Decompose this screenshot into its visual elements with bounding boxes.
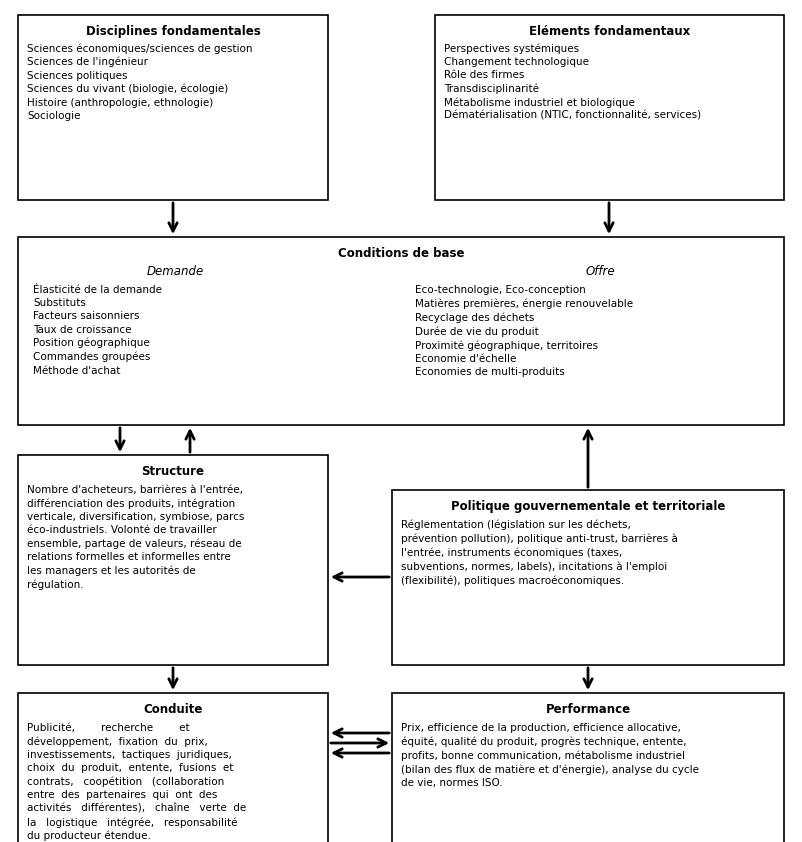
Text: Élasticité de la demande
Substituts
Facteurs saisonniers
Taux de croissance
Posi: Élasticité de la demande Substituts Fact… — [33, 285, 162, 376]
Text: Eco-technologie, Eco-conception
Matières premières, énergie renouvelable
Recycla: Eco-technologie, Eco-conception Matières… — [415, 285, 633, 377]
Text: Performance: Performance — [545, 703, 630, 716]
Bar — [392, 693, 784, 842]
Bar — [18, 15, 328, 200]
Text: Nombre d'acheteurs, barrières à l'entrée,
différenciation des produits, intégrat: Nombre d'acheteurs, barrières à l'entrée… — [27, 485, 245, 590]
Text: Demande: Demande — [147, 265, 204, 278]
Text: Conditions de base: Conditions de base — [338, 247, 464, 260]
Text: Publicité,        recherche        et
développement,  fixation  du  prix,
invest: Publicité, recherche et développement, f… — [27, 723, 246, 841]
Bar — [18, 693, 328, 842]
Text: Perspectives systémiques
Changement technologique
Rôle des firmes
Transdisciplin: Perspectives systémiques Changement tech… — [444, 43, 701, 121]
Bar — [435, 15, 784, 200]
Text: Offre: Offre — [585, 265, 615, 278]
Text: Politique gouvernementale et territoriale: Politique gouvernementale et territorial… — [451, 500, 725, 513]
Text: Disciplines fondamentales: Disciplines fondamentales — [86, 25, 261, 38]
Bar — [18, 455, 328, 665]
Text: Sciences économiques/sciences de gestion
Sciences de l'ingénieur
Sciences politi: Sciences économiques/sciences de gestion… — [27, 43, 253, 121]
Text: Eléments fondamentaux: Eléments fondamentaux — [529, 25, 691, 38]
Text: Prix, efficience de la production, efficience allocative,
équité, qualité du pro: Prix, efficience de la production, effic… — [401, 723, 699, 788]
Text: Réglementation (législation sur les déchets,
prévention pollution), politique an: Réglementation (législation sur les déch… — [401, 520, 678, 586]
Bar — [18, 237, 784, 425]
Text: Conduite: Conduite — [144, 703, 203, 716]
Text: Structure: Structure — [141, 465, 205, 478]
Bar — [392, 490, 784, 665]
